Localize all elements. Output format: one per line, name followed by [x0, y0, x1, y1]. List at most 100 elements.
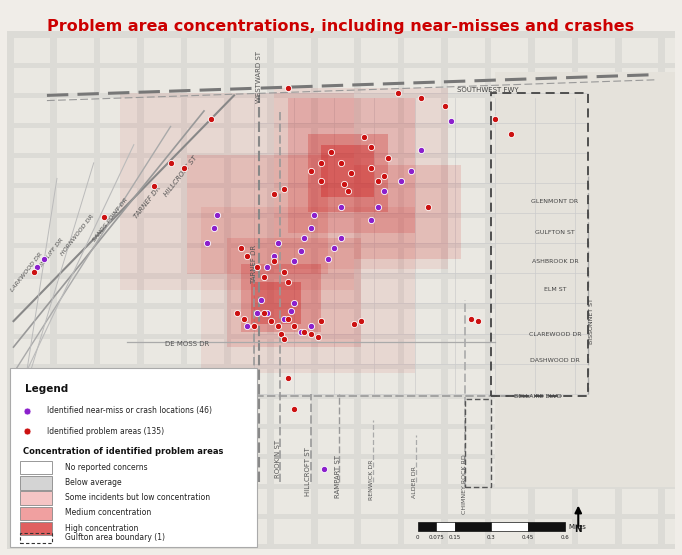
Bar [57, 279, 93, 304]
Bar [14, 399, 50, 424]
Bar [100, 249, 137, 274]
Bar [318, 158, 355, 183]
Bar [448, 459, 485, 484]
Bar [448, 128, 485, 153]
Bar [491, 128, 528, 153]
Bar [665, 309, 682, 334]
Bar [491, 218, 528, 243]
Bar [494, 72, 675, 487]
Bar [274, 429, 311, 454]
Bar [448, 429, 485, 454]
Bar [448, 490, 485, 514]
Bar [10, 368, 257, 547]
Bar [578, 218, 615, 243]
Bar [404, 188, 441, 213]
Bar [308, 134, 388, 212]
Bar [14, 128, 50, 153]
Bar [231, 38, 267, 63]
Bar [188, 339, 224, 364]
Bar [622, 309, 659, 334]
Bar [231, 339, 267, 364]
Bar [188, 68, 224, 93]
Bar [201, 207, 415, 373]
Bar [361, 429, 398, 454]
Bar [231, 249, 267, 274]
Bar [14, 188, 50, 213]
Bar [622, 519, 659, 544]
Bar [491, 399, 528, 424]
Bar [535, 218, 572, 243]
Bar [144, 459, 181, 484]
Bar [318, 309, 355, 334]
Bar [578, 309, 615, 334]
Text: No reported concerns: No reported concerns [65, 463, 147, 472]
Text: DE MOSS DR: DE MOSS DR [165, 341, 209, 347]
Bar [448, 369, 485, 393]
Bar [274, 459, 311, 484]
Bar [274, 188, 311, 213]
Bar [665, 399, 682, 424]
Bar [14, 429, 50, 454]
Bar [188, 490, 224, 514]
Bar [535, 279, 572, 304]
Bar [622, 339, 659, 364]
Bar [57, 459, 93, 484]
Bar [361, 188, 398, 213]
Bar [100, 128, 137, 153]
Text: 0.3: 0.3 [487, 536, 496, 541]
Bar [491, 249, 528, 274]
Bar [622, 68, 659, 93]
Bar [535, 429, 572, 454]
Bar [622, 429, 659, 454]
Bar [57, 490, 93, 514]
Bar [318, 459, 355, 484]
Bar [404, 98, 441, 123]
Bar [57, 98, 93, 123]
Bar [20, 522, 53, 535]
Bar [535, 98, 572, 123]
Bar [274, 98, 311, 123]
Bar [665, 188, 682, 213]
Bar [20, 461, 53, 475]
Bar [100, 158, 137, 183]
Bar [491, 369, 528, 393]
Bar [578, 128, 615, 153]
Bar [491, 188, 528, 213]
Bar [665, 369, 682, 393]
Bar [144, 218, 181, 243]
Bar [448, 399, 485, 424]
Bar [491, 522, 528, 531]
Bar [231, 429, 267, 454]
Bar [144, 429, 181, 454]
Bar [535, 519, 572, 544]
Bar [361, 309, 398, 334]
Text: HILLCROFT ST: HILLCROFT ST [163, 154, 198, 197]
Bar [578, 38, 615, 63]
Text: DASHWOOD DR: DASHWOOD DR [530, 357, 580, 362]
Bar [404, 399, 441, 424]
Text: BINTLIFF DR: BINTLIFF DR [36, 237, 64, 270]
Bar [231, 399, 267, 424]
Bar [100, 98, 137, 123]
Bar [535, 309, 572, 334]
Bar [491, 429, 528, 454]
Text: 0.45: 0.45 [522, 536, 534, 541]
Bar [491, 519, 528, 544]
Text: N: N [574, 525, 582, 534]
Bar [20, 491, 53, 505]
Bar [361, 519, 398, 544]
Bar [188, 369, 224, 393]
Bar [448, 249, 485, 274]
Bar [448, 519, 485, 544]
Bar [491, 158, 528, 183]
Text: ELM ST: ELM ST [544, 287, 566, 292]
Bar [448, 188, 485, 213]
Bar [535, 68, 572, 93]
Bar [144, 188, 181, 213]
Bar [665, 38, 682, 63]
Bar [455, 522, 491, 531]
Text: TARNEF DR: TARNEF DR [251, 245, 257, 284]
Bar [100, 459, 137, 484]
Bar [231, 128, 267, 153]
Bar [144, 98, 181, 123]
